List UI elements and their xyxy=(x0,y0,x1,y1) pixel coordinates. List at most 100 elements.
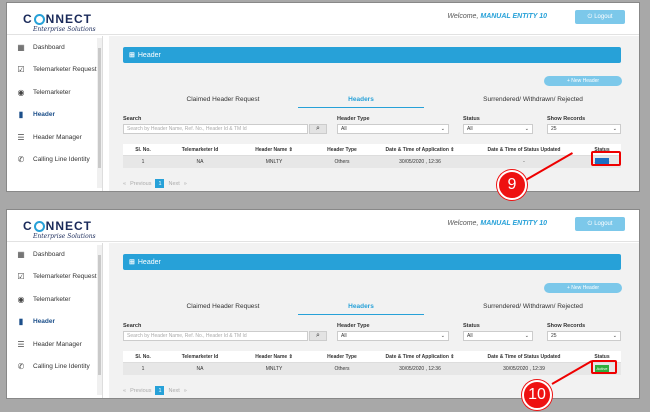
sidebar-item-dashboard[interactable]: ▦ Dashboard xyxy=(17,42,65,52)
chevron-down-icon: ⌄ xyxy=(612,333,617,339)
check-square-icon: ☑ xyxy=(17,272,25,282)
new-header-button[interactable]: + New Header xyxy=(544,283,622,293)
tab-headers[interactable]: Headers xyxy=(348,303,374,310)
search-input[interactable]: Search by Header Name, Ref. No., Header … xyxy=(123,331,308,341)
user-circle-icon: ◉ xyxy=(17,87,25,97)
cell-header-name: MNLTY xyxy=(265,159,283,165)
sidebar-item-telemarketer-request[interactable]: ☑ Telemarketer Request xyxy=(17,65,97,75)
cell-telemarketer-id: NA xyxy=(196,366,204,372)
sidebar-scrollbar[interactable] xyxy=(97,245,102,395)
screen-1: C NNECT Enterprise Solutions Welcome, MAN… xyxy=(6,2,640,192)
col-date-application[interactable]: Date & Time of Application ⇕ xyxy=(385,353,455,360)
sidebar-scrollbar[interactable] xyxy=(97,38,102,188)
callout-highlight xyxy=(591,360,617,374)
pagination: « Previous 1 Next » xyxy=(123,179,187,188)
bookmark-icon: ▮ xyxy=(18,110,24,120)
connect-logo: C NNECT Enterprise Solutions xyxy=(23,219,96,240)
header-type-select[interactable]: All ⌄ xyxy=(337,124,449,134)
chevron-right-icon: » xyxy=(183,387,187,394)
previous-button[interactable]: Previous xyxy=(130,387,152,394)
chevron-down-icon: ⌄ xyxy=(612,126,617,132)
col-date-status: Date & Time of Status Updated xyxy=(487,146,561,153)
search-icon: ⌕ xyxy=(316,332,320,339)
sidebar-item-telemarketer-request[interactable]: ☑ Telemarketer Request xyxy=(17,272,97,282)
sidebar-item-header-manager[interactable]: ☰ Header Manager xyxy=(17,339,82,349)
search-button[interactable]: ⌕ xyxy=(309,331,327,341)
show-records-label: Show Records xyxy=(547,116,586,122)
header-type-label: Header Type xyxy=(337,116,370,122)
next-button[interactable]: Next xyxy=(168,387,180,394)
list-icon: ☰ xyxy=(17,132,25,142)
next-button[interactable]: Next xyxy=(168,180,180,187)
tab-claimed-header-request[interactable]: Claimed Header Request xyxy=(186,303,260,310)
status-select[interactable]: All ⌄ xyxy=(463,331,533,341)
new-header-button[interactable]: + New Header xyxy=(544,76,622,86)
screen-2: C NNECT Enterprise Solutions Welcome, MAN… xyxy=(6,209,640,399)
sidebar-item-telemarketer[interactable]: ◉ Telemarketer xyxy=(17,87,71,97)
col-telemarketer-id: Telemarketer Id xyxy=(181,146,219,153)
search-input[interactable]: Search by Header Name, Ref. No., Header … xyxy=(123,124,308,134)
headers-table: Sl. No. Telemarketer Id Header Name ⇕ He… xyxy=(123,144,621,168)
page-1-button[interactable]: 1 xyxy=(155,386,165,395)
show-records-select[interactable]: 25 ⌄ xyxy=(547,124,621,134)
active-status-badge[interactable]: Active xyxy=(595,365,609,372)
sort-icon: ⇕ xyxy=(450,353,455,360)
col-header-type: Header Type xyxy=(327,146,357,153)
search-icon: ⌕ xyxy=(316,125,320,132)
sidebar-item-calling-line-identity[interactable]: ✆ Calling Line Identity xyxy=(17,155,90,165)
sort-icon: ⇕ xyxy=(450,146,455,153)
callout-badge-9: 9 xyxy=(497,170,527,200)
status-select[interactable]: All ⌄ xyxy=(463,124,533,134)
cell-sl-no: 1 xyxy=(141,159,145,165)
col-header-name[interactable]: Header Name ⇕ xyxy=(255,353,293,360)
pagination: « Previous 1 Next » xyxy=(123,386,187,395)
sidebar-item-dashboard[interactable]: ▦ Dashboard xyxy=(17,249,65,259)
sidebar: ▦ Dashboard ☑ Telemarketer Request ◉ Telema… xyxy=(7,36,103,191)
user-circle-icon: ◉ xyxy=(17,294,25,304)
chevron-right-icon: » xyxy=(183,180,187,187)
col-telemarketer-id: Telemarketer Id xyxy=(181,353,219,360)
show-records-select[interactable]: 25 ⌄ xyxy=(547,331,621,341)
sidebar-item-header[interactable]: ▮ Header xyxy=(18,317,56,327)
list-icon: ☰ xyxy=(17,339,25,349)
tab-surrendered[interactable]: Surrendered/ Withdrawn/ Rejected xyxy=(483,303,583,310)
previous-button[interactable]: Previous xyxy=(130,180,152,187)
col-date-application[interactable]: Date & Time of Application ⇕ xyxy=(385,146,455,153)
table-header: Sl. No. Telemarketer Id Header Name ⇕ He… xyxy=(123,144,621,156)
logout-button[interactable]: ⏻ Logout xyxy=(575,10,625,24)
chevron-down-icon: ⌄ xyxy=(524,126,529,132)
sidebar-item-telemarketer[interactable]: ◉ Telemarketer xyxy=(17,294,71,304)
section-header: ⊞ Header xyxy=(123,254,621,270)
sidebar-item-header[interactable]: ▮ Header xyxy=(18,110,56,120)
table-row: 1 NA MNLTY Others 30/05/2020 , 12:36 30/… xyxy=(123,363,621,375)
phone-icon: ✆ xyxy=(17,155,25,165)
plus-icon: + xyxy=(566,78,570,84)
callout-badge-10: 10 xyxy=(522,380,552,410)
page-1-button[interactable]: 1 xyxy=(155,179,165,188)
cell-header-type: Others xyxy=(334,366,350,372)
bookmark-icon: ▮ xyxy=(18,317,24,327)
tab-surrendered[interactable]: Surrendered/ Withdrawn/ Rejected xyxy=(483,96,583,103)
header-type-select[interactable]: All ⌄ xyxy=(337,331,449,341)
cell-sl-no: 1 xyxy=(141,366,145,372)
col-header-name[interactable]: Header Name ⇕ xyxy=(255,146,293,153)
sidebar-item-header-manager[interactable]: ☰ Header Manager xyxy=(17,132,82,142)
col-date-status: Date & Time of Status Updated xyxy=(487,353,561,360)
search-button[interactable]: ⌕ xyxy=(309,124,327,134)
sort-icon: ⇕ xyxy=(288,353,293,360)
logout-button[interactable]: ⏻ Logout xyxy=(575,217,625,231)
section-header: ⊞ Header xyxy=(123,47,621,63)
plus-icon: + xyxy=(566,285,570,291)
dashboard-icon: ▦ xyxy=(17,42,25,52)
table-header: Sl. No. Telemarketer Id Header Name ⇕ He… xyxy=(123,351,621,363)
headers-table: Sl. No. Telemarketer Id Header Name ⇕ He… xyxy=(123,351,621,375)
chevron-down-icon: ⌄ xyxy=(440,126,445,132)
tabs: Claimed Header Request Headers Surrender… xyxy=(123,94,621,108)
dashboard-icon: ▦ xyxy=(17,249,25,259)
tab-claimed-header-request[interactable]: Claimed Header Request xyxy=(186,96,260,103)
sidebar-item-calling-line-identity[interactable]: ✆ Calling Line Identity xyxy=(17,362,90,372)
tab-headers[interactable]: Headers xyxy=(348,96,374,103)
status-label: Status xyxy=(463,116,480,122)
approve-button[interactable]: Approve xyxy=(594,158,610,165)
sidebar: ▦ Dashboard ☑ Telemarketer Request ◉ Telema… xyxy=(7,243,103,398)
